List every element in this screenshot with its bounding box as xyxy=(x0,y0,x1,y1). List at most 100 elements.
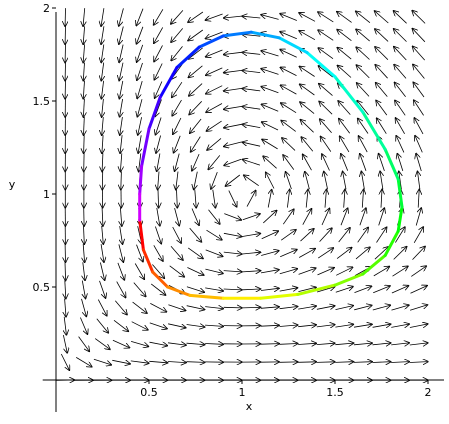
field-arrow xyxy=(376,101,387,116)
field-arrow xyxy=(303,209,312,225)
field-arrow xyxy=(413,47,425,61)
field-arrow xyxy=(119,244,123,262)
field-arrow xyxy=(224,16,242,18)
field-arrow xyxy=(299,31,315,40)
field-arrow xyxy=(155,227,161,244)
field-arrow xyxy=(156,136,161,153)
field-arrow xyxy=(341,154,348,171)
axes xyxy=(43,12,444,412)
field-arrow xyxy=(229,191,237,207)
field-arrow xyxy=(324,172,328,190)
field-arrow xyxy=(100,281,106,298)
field-arrow xyxy=(306,190,308,208)
field-arrow xyxy=(412,11,425,24)
field-arrow xyxy=(171,10,183,23)
trajectory-segment xyxy=(223,32,251,36)
field-arrow xyxy=(189,66,203,78)
field-arrow xyxy=(138,135,141,153)
field-arrow xyxy=(137,45,143,62)
field-arrow xyxy=(335,343,353,345)
field-arrow xyxy=(337,48,351,59)
field-arrow xyxy=(172,100,181,116)
trajectory-segment xyxy=(168,287,190,295)
field-arrow xyxy=(168,362,186,363)
field-arrow xyxy=(414,227,423,243)
field-arrow xyxy=(322,154,330,170)
field-arrow xyxy=(317,325,335,327)
field-arrow xyxy=(338,101,350,115)
field-arrow xyxy=(63,335,67,353)
field-arrow xyxy=(261,87,278,93)
field-arrow xyxy=(224,52,242,54)
field-arrow xyxy=(206,104,222,113)
field-arrow xyxy=(262,231,278,239)
field-arrow xyxy=(150,342,168,345)
field-arrow xyxy=(102,99,104,117)
field-arrow xyxy=(224,271,242,272)
field-arrow xyxy=(411,286,427,294)
field-arrow xyxy=(101,8,104,26)
field-arrow xyxy=(113,340,129,347)
field-arrow xyxy=(190,228,202,242)
field-arrow xyxy=(360,154,366,171)
field-arrow xyxy=(207,121,222,131)
field-arrow xyxy=(205,344,223,345)
field-arrow xyxy=(191,137,201,152)
field-arrow xyxy=(242,52,260,54)
trajectory-segment xyxy=(398,207,402,231)
field-arrow xyxy=(338,66,351,78)
field-arrow xyxy=(131,341,148,346)
field-arrow xyxy=(380,172,383,190)
field-arrow xyxy=(226,175,240,186)
field-arrow xyxy=(281,68,297,76)
field-arrow xyxy=(101,244,104,262)
field-arrow xyxy=(118,263,124,280)
field-arrow xyxy=(82,299,87,316)
field-arrow xyxy=(356,11,370,22)
field-arrow xyxy=(394,247,407,260)
field-arrow xyxy=(154,27,163,43)
field-arrow xyxy=(150,303,166,311)
field-arrow xyxy=(280,288,298,291)
field-arrow xyxy=(76,357,91,366)
field-arrow xyxy=(157,154,160,172)
field-arrow xyxy=(192,154,199,171)
field-arrow xyxy=(414,100,424,115)
field-arrow xyxy=(224,142,241,146)
field-arrow xyxy=(361,172,364,190)
field-arrow xyxy=(95,339,110,350)
field-arrow xyxy=(358,228,368,243)
field-arrow xyxy=(377,227,387,242)
field-arrow xyxy=(64,317,66,335)
field-arrow xyxy=(379,154,385,171)
field-arrow xyxy=(187,343,205,344)
field-arrow xyxy=(84,117,85,135)
field-arrow xyxy=(83,63,84,81)
field-arrow xyxy=(132,322,148,330)
field-arrow xyxy=(120,226,123,244)
field-arrow xyxy=(301,229,314,241)
field-arrow xyxy=(188,30,203,41)
field-arrow xyxy=(187,268,203,276)
direction-field xyxy=(56,8,427,380)
field-arrow xyxy=(205,269,222,273)
field-arrow xyxy=(84,226,85,244)
field-arrow xyxy=(373,362,391,363)
field-arrow xyxy=(287,190,289,208)
field-arrow xyxy=(394,11,407,23)
field-arrow xyxy=(207,230,222,240)
field-arrow xyxy=(120,117,123,135)
field-arrow xyxy=(373,324,391,327)
field-arrow xyxy=(280,50,296,58)
field-arrow xyxy=(189,101,201,114)
trajectory-segment xyxy=(385,231,398,255)
field-arrow xyxy=(168,324,186,328)
field-arrow xyxy=(175,154,180,171)
field-arrow xyxy=(355,286,372,292)
field-arrow xyxy=(192,209,199,226)
field-arrow xyxy=(261,344,279,345)
field-arrow xyxy=(280,32,297,39)
